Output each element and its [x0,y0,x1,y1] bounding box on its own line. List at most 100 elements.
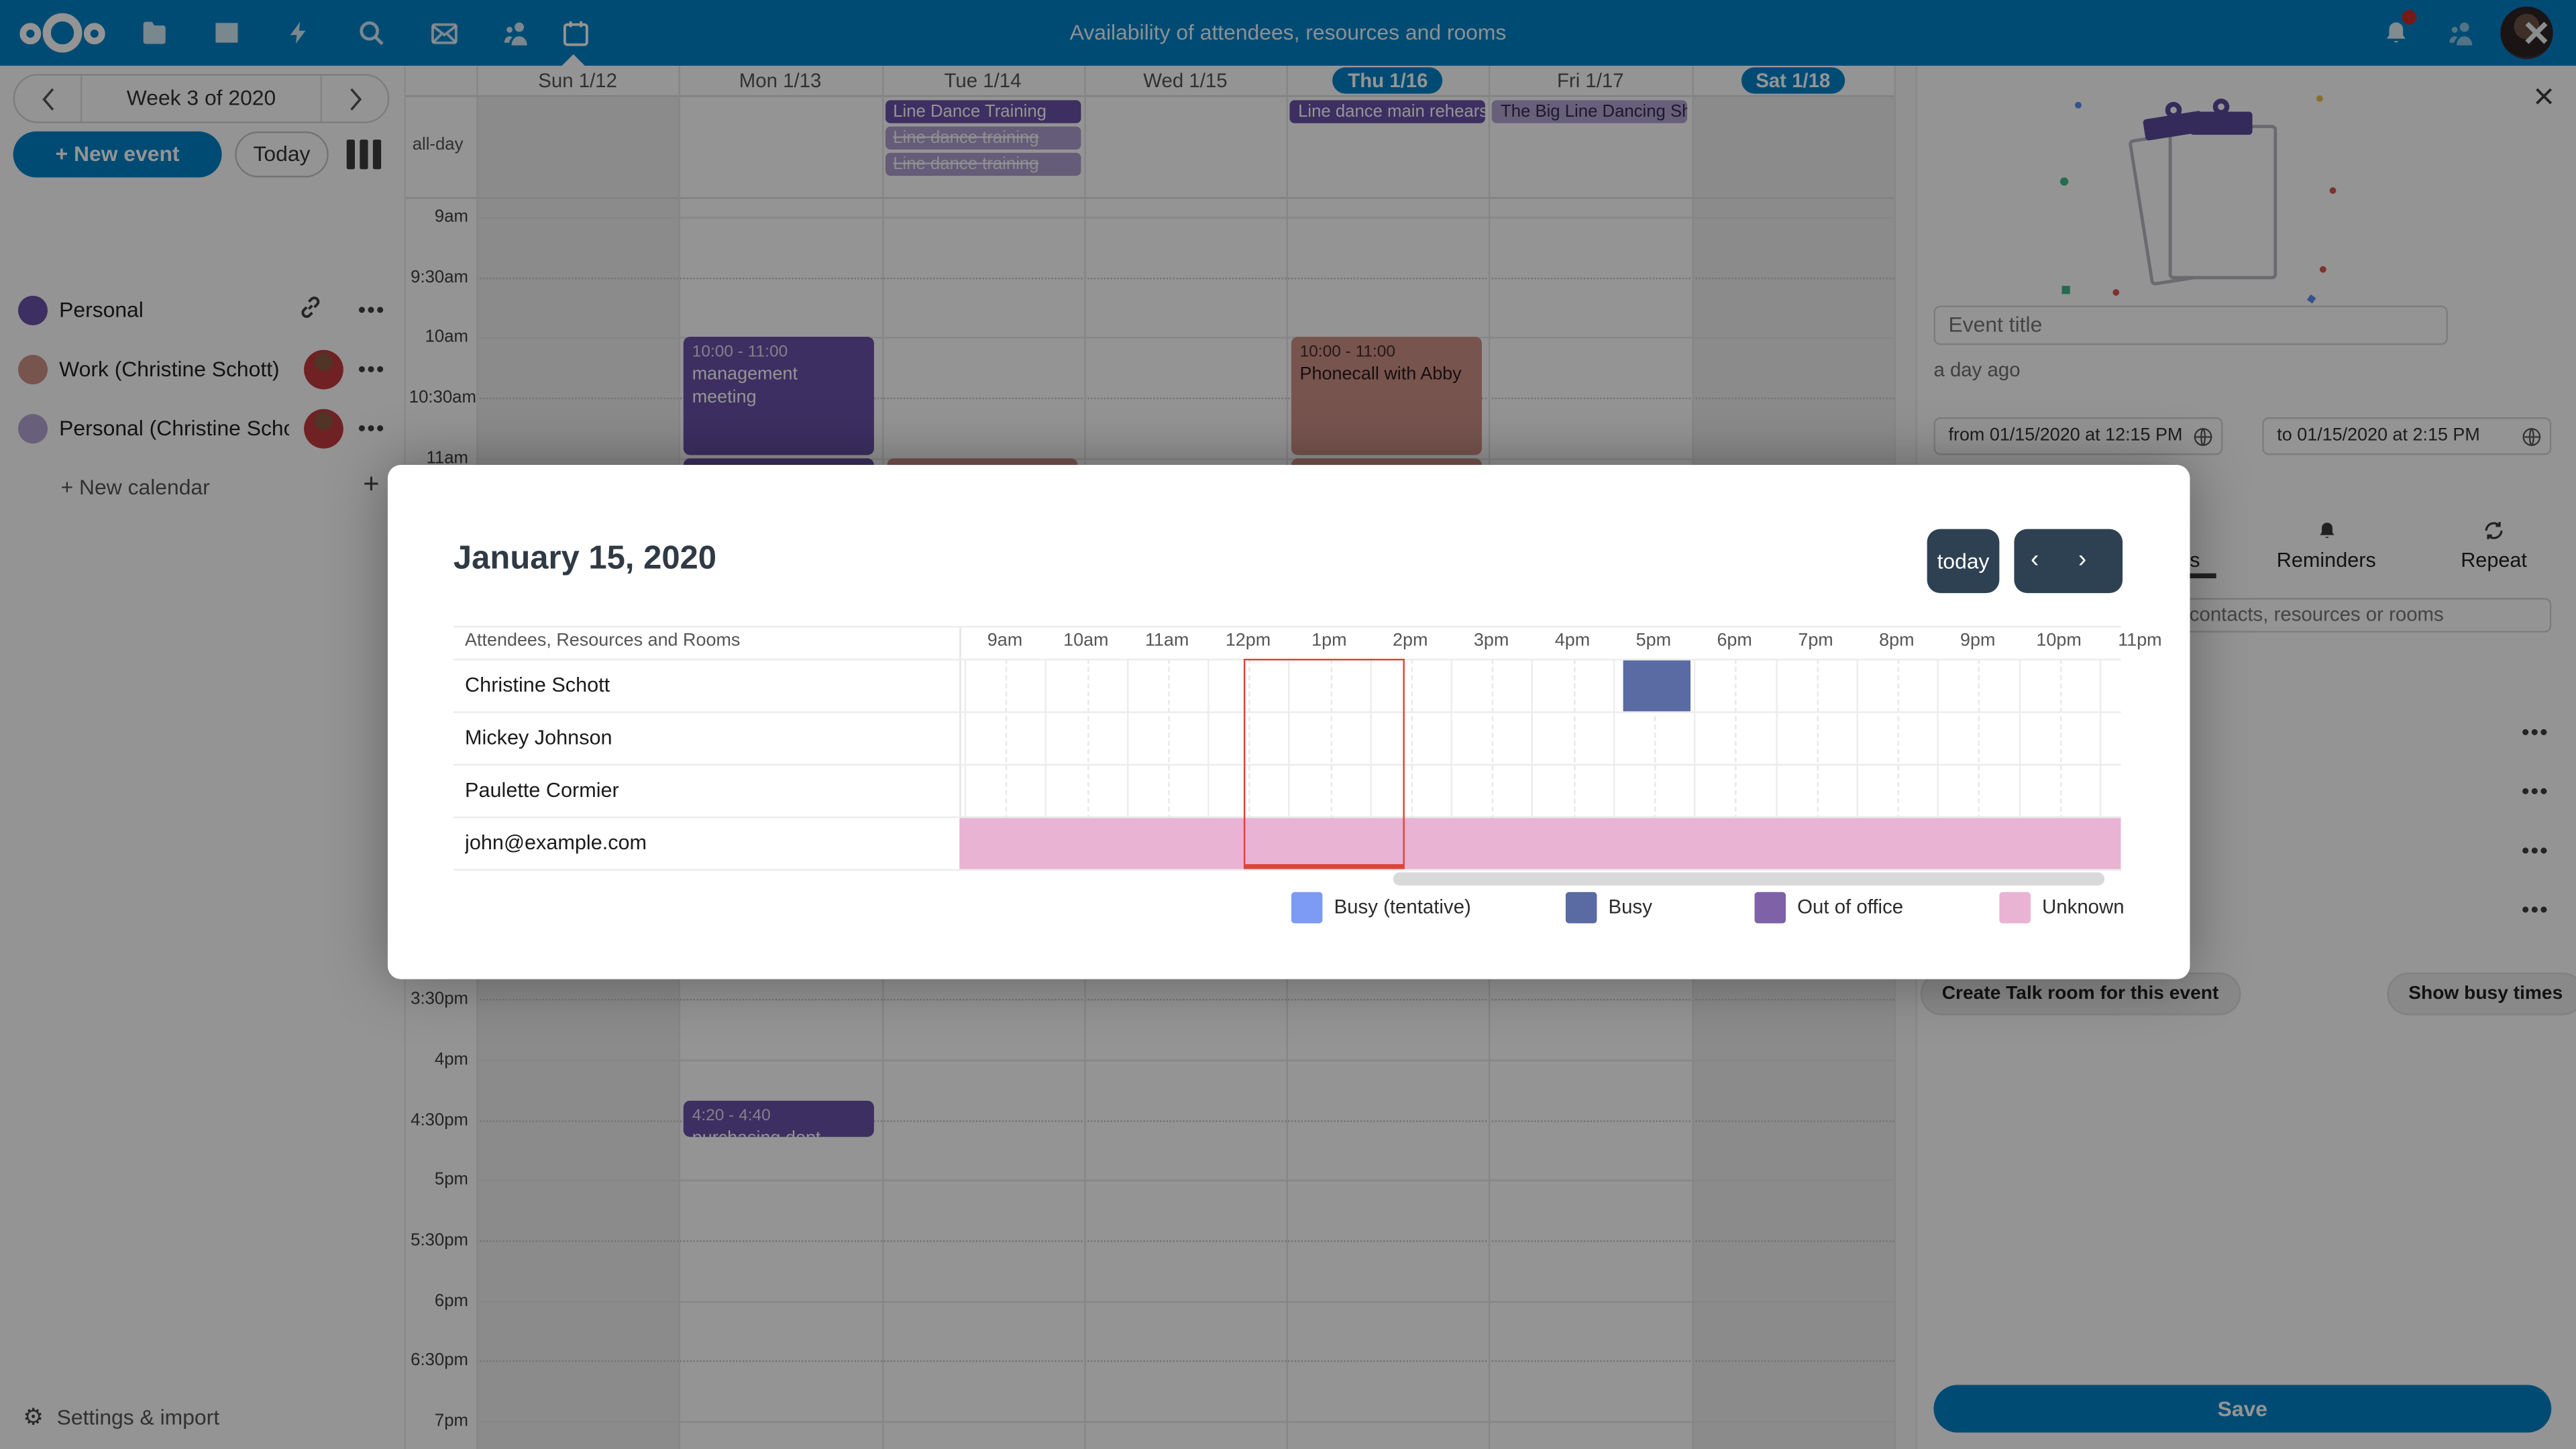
day-header[interactable]: Wed 1/15 [1143,68,1228,93]
event-title: Phonecall with Abby [1299,365,1462,385]
day-header[interactable]: Sat 1/18 [1692,66,1894,95]
tab-repeat[interactable]: Repeat [2412,519,2576,572]
grid-line [476,1120,1894,1122]
legend-label: Out of office [1797,895,1904,918]
notifications-icon[interactable] [2375,9,2417,53]
dialog-today-button[interactable]: today [1927,529,2000,594]
hour-tick-label: 9pm [1960,631,1996,651]
calendar-owner-avatar [304,409,343,449]
legend-item: Unknown [1999,890,2125,923]
all-day-event[interactable]: Line dance training [884,126,1081,150]
calendar-menu-button[interactable]: ••• [358,356,386,382]
dialog-prev-next-buttons[interactable]: ‹› [2014,529,2123,594]
calendar-color-dot [17,414,48,444]
day-header[interactable]: Tue 1/14 [944,68,1022,93]
week-view-icon[interactable] [346,140,382,170]
all-day-event[interactable]: Line dance training [884,152,1081,176]
dialog-horizontal-scrollbar[interactable] [1393,872,2105,886]
files-icon[interactable] [135,13,174,53]
all-day-event[interactable]: Line Dance Training [884,100,1081,123]
time-axis-label: 6pm [405,1291,472,1311]
grid-top-border [453,626,2121,628]
mail-icon[interactable] [424,13,464,53]
hour-tick-label: 4pm [1554,631,1591,651]
calendar-event[interactable]: 4:20 - 4:40purchasing dept [684,1099,875,1137]
close-icon[interactable]: × [2533,75,2555,117]
event-title-input[interactable]: Event title [1933,305,2448,345]
today-day-pill: Thu 1/16 [1333,67,1443,94]
calendar-name: Personal [59,297,144,323]
calendar-app-icon[interactable] [555,13,595,53]
calendar-list-item[interactable]: Personal (Christine Scho… ••• [0,404,406,453]
row-border [453,816,2121,818]
previous-week-button[interactable] [15,76,80,122]
time-axis-label: 4pm [405,1050,472,1070]
calendar-name: Work (Christine Schott) [59,356,280,382]
new-calendar-button[interactable]: + New calendar + [0,464,406,513]
availability-grid[interactable] [959,659,2121,869]
calendar-event[interactable]: 10:00 - 11:00 Phonecall with Abby [1291,337,1483,455]
plus-icon: + [363,468,380,500]
selected-timerange-outline[interactable] [1243,659,1405,869]
new-event-button[interactable]: + New event [13,131,222,178]
chevron-left-icon[interactable]: ‹ [2030,545,2078,574]
search-icon[interactable] [352,13,391,53]
calendar-list-item[interactable]: Personal ••• [0,286,406,335]
save-button[interactable]: Save [1933,1385,2552,1433]
grid-line [476,337,1894,339]
activity-icon[interactable] [279,13,319,53]
attendee-menu-button[interactable]: ••• [2522,837,2549,863]
create-talk-room-button[interactable]: Create Talk room for this event [1920,972,2241,1016]
attendee-row-label: Paulette Cormier [465,778,619,802]
legend-label: Busy [1608,895,1652,918]
calendar-list-item[interactable]: Work (Christine Schott) ••• [0,345,406,394]
header-divider [405,95,1894,97]
grid-line [476,1300,1894,1303]
photos-icon[interactable] [207,13,247,53]
share-link-icon[interactable] [297,294,323,328]
avatar[interactable] [2500,6,2553,60]
calendar-menu-button[interactable]: ••• [358,415,386,441]
timezone-globe-icon[interactable] [2522,425,2541,455]
row-border [453,711,2121,713]
day-header[interactable]: Fri 1/17 [1556,68,1624,93]
hour-tick-label: 11pm [2118,631,2162,651]
start-datetime-field[interactable]: from 01/15/2020 at 12:15 PM [1933,417,2223,455]
settings-import-button[interactable]: ⚙ Settings & import [23,1404,220,1432]
event-time: 4:20 - 4:40 [692,1106,771,1125]
attendee-menu-button[interactable]: ••• [2522,778,2549,804]
time-axis-label: 5:30pm [405,1230,472,1250]
attendee-row-label: Mickey Johnson [465,726,612,749]
attendee-menu-button[interactable]: ••• [2522,719,2549,745]
contacts-icon[interactable] [496,13,536,53]
grid-line [476,276,1894,279]
hour-tick-label: 8pm [1879,631,1915,651]
day-header[interactable]: Sun 1/12 [538,68,617,93]
attendee-menu-button[interactable]: ••• [2522,897,2549,922]
end-datetime-field[interactable]: to 01/15/2020 at 2:15 PM [2262,417,2552,455]
hour-tick-label: 7pm [1798,631,1833,651]
tab-reminders[interactable]: Reminders [2244,519,2408,572]
chevron-right-icon[interactable]: › [2078,545,2126,574]
today-button[interactable]: Today [235,131,329,178]
all-day-event[interactable]: Line dance main rehearsal [1289,100,1486,123]
calendar-event[interactable]: 10:00 - 11:00 management meeting [684,337,875,455]
calendar-menu-button[interactable]: ••• [358,297,386,323]
all-day-event[interactable]: The Big Line Dancing Show [1492,100,1688,123]
time-axis-label: 3:30pm [405,989,472,1010]
event-title: management meeting [692,365,798,409]
timezone-globe-icon[interactable] [2193,425,2212,455]
show-busy-times-button[interactable]: Show busy times [2387,972,2576,1016]
day-header[interactable]: Thu 1/16 [1287,66,1489,95]
legend-swatch [1754,891,1786,923]
day-header[interactable]: Mon 1/13 [739,68,822,93]
week-label[interactable]: Week 3 of 2020 [80,75,323,122]
federation-contacts-icon[interactable] [2441,13,2481,53]
grid-line [476,217,1894,219]
attendee-row-label: Christine Schott [465,674,610,697]
next-week-button[interactable] [322,76,388,122]
nextcloud-logo-icon[interactable] [19,11,105,54]
all-day-divider [405,197,1894,199]
hour-tick-label: 10am [1063,631,1109,651]
